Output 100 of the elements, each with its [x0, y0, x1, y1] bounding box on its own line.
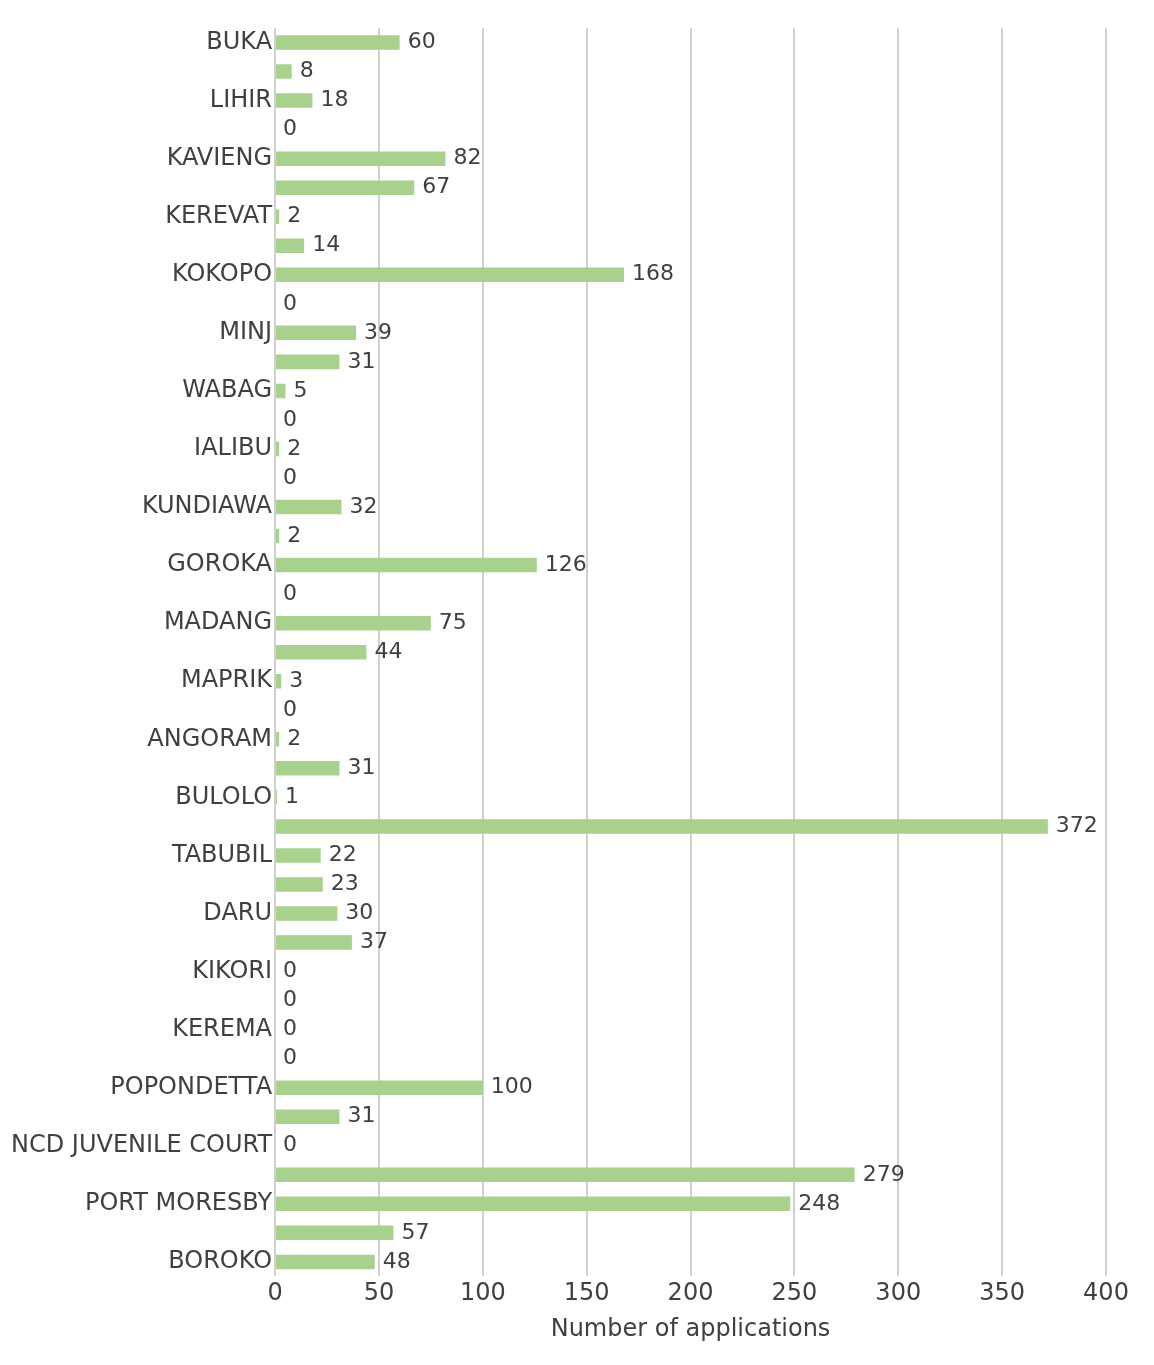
bar	[276, 528, 280, 544]
y-tick-label: MINJ	[219, 317, 273, 346]
y-tick-label: KAVIENG	[166, 142, 273, 171]
data-label: 3	[289, 666, 304, 692]
x-axis-title: Number of applications	[550, 1313, 831, 1342]
data-label: 279	[862, 1160, 905, 1186]
bar	[276, 325, 357, 341]
x-tick-label: 150	[563, 1278, 610, 1307]
bar	[276, 180, 415, 195]
data-label: 39	[364, 318, 393, 344]
bar	[276, 441, 280, 457]
bar	[276, 35, 400, 50]
bar	[276, 151, 446, 166]
data-label: 60	[407, 28, 436, 54]
bar	[276, 557, 537, 573]
data-label: 8	[299, 57, 314, 83]
data-label: 30	[345, 899, 374, 925]
data-label: 37	[359, 928, 388, 954]
data-label: 168	[632, 260, 675, 286]
bar	[276, 1225, 394, 1241]
y-tick-label: LIHIR	[209, 84, 273, 113]
bar	[276, 673, 282, 689]
y-tick-label: KOKOPO	[172, 259, 273, 288]
data-label: 44	[374, 637, 403, 663]
x-tick-label: 0	[267, 1278, 283, 1307]
data-label: 0	[283, 115, 298, 141]
y-tick-label: DARU	[203, 897, 273, 926]
x-tick-label: 250	[771, 1278, 818, 1307]
bar	[276, 1196, 791, 1212]
y-tick-label: PORT MORESBY	[84, 1188, 273, 1217]
data-label: 2	[287, 521, 302, 547]
data-label: 372	[1055, 812, 1098, 838]
y-tick-label: KEREVAT	[165, 200, 273, 229]
data-label: 23	[330, 870, 359, 896]
data-label: 31	[347, 754, 376, 780]
x-tick-label: 100	[459, 1278, 506, 1307]
bar	[276, 1254, 375, 1270]
x-tick-label: 350	[979, 1278, 1026, 1307]
data-label: 0	[283, 1044, 298, 1070]
data-label: 57	[401, 1218, 430, 1244]
bar	[276, 615, 431, 631]
x-tick-label: 200	[667, 1278, 714, 1307]
y-tick-label: IALIBU	[194, 433, 273, 462]
data-label: 48	[382, 1247, 411, 1273]
x-tick-label: 50	[363, 1278, 395, 1307]
bar	[276, 732, 280, 747]
data-label: 0	[283, 695, 298, 721]
data-label: 22	[328, 841, 357, 867]
bar	[276, 383, 286, 399]
bar	[276, 499, 342, 515]
y-tick-label: GOROKA	[167, 549, 273, 578]
data-label: 67	[422, 173, 451, 199]
data-label: 0	[283, 986, 298, 1012]
data-label: 2	[287, 434, 302, 460]
data-label: 2	[287, 725, 302, 751]
bar	[276, 935, 352, 950]
bar	[276, 644, 367, 660]
data-label: 0	[283, 579, 298, 605]
bar	[276, 761, 340, 776]
data-label: 0	[283, 957, 298, 983]
x-tick-label: 400	[1083, 1278, 1129, 1307]
bar	[276, 1080, 483, 1095]
bar	[276, 819, 1048, 834]
data-label: 126	[544, 550, 587, 576]
bar	[276, 267, 625, 283]
y-tick-label: MADANG	[163, 607, 273, 636]
y-tick-label: WABAG	[182, 375, 273, 404]
data-label: 0	[283, 289, 298, 315]
data-label: 31	[347, 347, 376, 373]
x-tick-label: 300	[875, 1278, 922, 1307]
data-label: 18	[320, 86, 349, 112]
y-tick-label: KIKORI	[192, 955, 273, 984]
data-label: 0	[283, 1131, 298, 1157]
data-label: 248	[798, 1189, 841, 1215]
y-tick-label: NCD JUVENILE COURT	[11, 1129, 273, 1158]
y-tick-label: POPONDETTA	[110, 1071, 273, 1100]
data-label: 31	[347, 1102, 376, 1128]
y-tick-label: MAPRIK	[180, 665, 274, 694]
bar	[276, 906, 338, 921]
data-label: 2	[287, 202, 302, 228]
data-label: 14	[312, 231, 341, 257]
data-label: 82	[453, 144, 482, 170]
bar	[276, 1167, 855, 1183]
data-label: 100	[490, 1073, 533, 1099]
y-tick-label: BUKA	[206, 26, 273, 55]
bar	[276, 848, 321, 863]
data-label: 1	[285, 783, 300, 809]
bar	[276, 877, 323, 892]
bar	[276, 238, 305, 253]
y-tick-label: BOROKO	[168, 1246, 273, 1275]
data-label: 32	[349, 492, 378, 518]
y-tick-label: ANGORAM	[147, 723, 273, 752]
bar	[276, 93, 313, 108]
data-label: 0	[283, 463, 298, 489]
data-label: 75	[438, 608, 467, 634]
bar	[276, 209, 280, 224]
data-label: 5	[293, 376, 308, 402]
data-label: 0	[283, 1015, 298, 1041]
y-tick-label: BULOLO	[175, 781, 273, 810]
bar	[276, 64, 292, 79]
